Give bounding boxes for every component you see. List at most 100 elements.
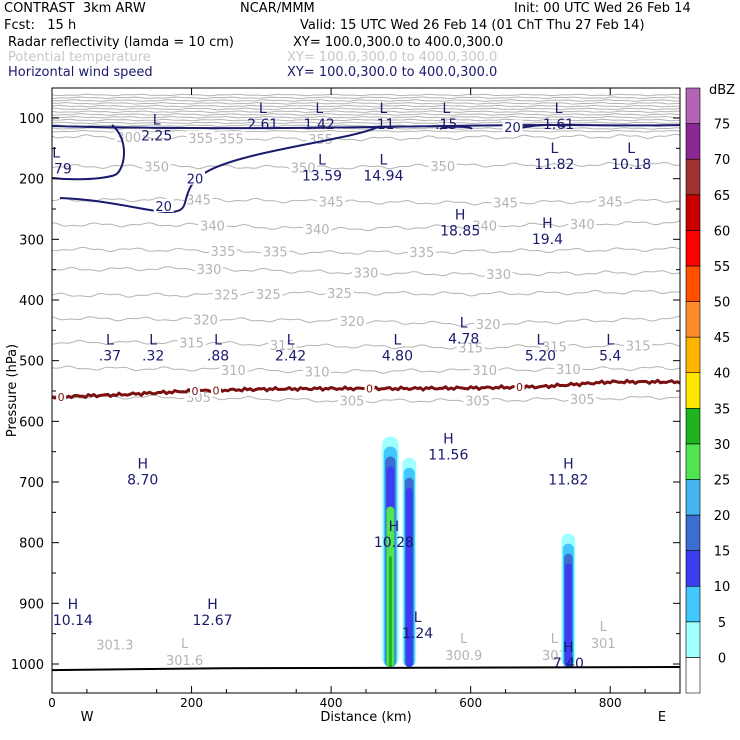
wind-extremum-value: 10.28	[374, 535, 414, 551]
wind-extremum-mark: H	[455, 208, 466, 224]
init-time: Init: 00 UTC Wed 26 Feb 14	[514, 1, 691, 16]
wind-extremum-mark: L	[149, 333, 157, 349]
wind-extremum-mark: H	[389, 519, 400, 535]
theta-label-bg	[470, 363, 499, 377]
wind-extremum-value: 1.42	[304, 117, 335, 133]
colorbar-label: 0	[718, 651, 726, 666]
theta-label-bg	[289, 160, 318, 174]
theta-isentrope-335	[52, 246, 680, 255]
freezing-label-bg	[364, 382, 375, 395]
freezing-level-label: 0	[366, 383, 373, 396]
freezing-level-label: 0	[212, 384, 219, 397]
field1-label: Radar reflectivity (lamda = 10 cm)	[8, 35, 234, 50]
wind-extremum-mark: H	[563, 456, 574, 472]
wind-extremum-value: 18.85	[440, 224, 480, 240]
colorbar-swatch	[685, 550, 701, 587]
theta-label: 310	[305, 365, 330, 380]
wind-contour-label: 20	[504, 121, 521, 136]
y-tick-label: 1000	[11, 658, 44, 673]
valid-time: Valid: 15 UTC Wed 26 Feb 14 (01 ChT Thu …	[300, 18, 645, 33]
wind-extremum-value: 5.4	[599, 349, 621, 365]
colorbar-swatch	[685, 123, 701, 160]
wind-extremum-mark: L	[153, 112, 161, 128]
freezing-label-bg	[190, 384, 201, 397]
wind-label-bg	[153, 198, 174, 212]
wind-contour-label: 20	[187, 173, 204, 188]
x-tick-label: 800	[599, 696, 622, 710]
theta-label: 325	[214, 289, 239, 304]
wind-extremum-value: 11.56	[428, 447, 468, 463]
wind-extremum-mark: L	[442, 101, 450, 117]
theta-label: 340	[305, 223, 330, 238]
wind-contour-label: 20	[155, 200, 172, 215]
theta-isentrope-325	[52, 289, 680, 298]
theta-upper-isentrope	[52, 93, 680, 97]
colorbar-swatch	[685, 621, 701, 658]
colorbar-label: 25	[714, 473, 731, 488]
wind-extremum-value: 4.80	[382, 349, 413, 365]
wind-extremum-value: 2.25	[141, 128, 172, 144]
colorbar-swatch	[685, 407, 701, 445]
theta-label-bg	[208, 243, 237, 257]
colorbar-swatch	[685, 443, 701, 480]
colorbar-label: 50	[714, 296, 731, 311]
theta-label: 350	[430, 160, 455, 175]
wind-extremum-mark: L	[106, 333, 114, 349]
theta-label-bg	[338, 393, 367, 407]
wind-extremum-value: 2.42	[275, 349, 306, 365]
wind-extremum-mark: L	[318, 152, 326, 168]
theta-label: 335	[211, 245, 236, 260]
theta-label-bg	[554, 362, 583, 376]
theta-label: 305	[340, 395, 365, 410]
wind-extremum-value: 13.59	[302, 168, 342, 184]
theta-label: 310	[556, 363, 581, 378]
reflectivity-band	[405, 487, 413, 668]
theta-label-bg	[186, 131, 215, 145]
theta-upper-isentrope	[52, 107, 680, 111]
theta-label-bg	[456, 340, 485, 354]
theta-label: 305	[465, 395, 490, 410]
y-tick-label: 600	[19, 415, 44, 430]
theta-upper-isentrope	[52, 115, 680, 119]
y-tick-label: 300	[19, 233, 44, 248]
colorbar-swatch	[685, 230, 701, 267]
y-axis-label: Pressure (hPa)	[5, 344, 20, 437]
theta-label-bg	[261, 244, 290, 258]
wind-extremum-mark: L	[259, 101, 267, 117]
theta-low-label: 300.9	[445, 649, 482, 664]
reflectivity-core-inner	[388, 556, 392, 668]
colorbar-label: 30	[714, 438, 731, 453]
wind-extremum-mark: H	[137, 456, 148, 472]
theta-label: 320	[193, 314, 218, 329]
theta-upper-isentrope	[52, 118, 680, 122]
theta-upper-isentrope	[52, 101, 680, 105]
theta-upper-isentrope	[52, 96, 680, 100]
theta-label-bg	[303, 222, 332, 236]
theta-label: 310	[472, 364, 497, 379]
theta-label-bg	[191, 312, 220, 326]
theta-label: 345	[493, 197, 518, 212]
theta-label: 330	[197, 263, 222, 278]
theta-label: 335	[263, 246, 288, 261]
colorbar-label: 40	[714, 367, 731, 382]
wind-extremum-value: .32	[142, 349, 164, 365]
theta-upper-isentrope	[52, 99, 680, 102]
wind-extremum-value: .15	[435, 117, 457, 133]
freezing-label-bg	[514, 381, 525, 394]
wind-extremum-value: .37	[99, 349, 121, 365]
x-tick-label: 400	[320, 696, 343, 710]
theta-label: 335	[409, 246, 434, 261]
wind-extremum-value: 2.61	[247, 117, 278, 133]
y-tick-label: 700	[19, 476, 44, 491]
colorbar-swatch	[685, 657, 701, 694]
theta-label: 345	[186, 193, 211, 208]
wind-extremum-value: 1.24	[402, 626, 433, 642]
y-tick-label: 900	[19, 597, 44, 612]
wind-extremum-value: .88	[207, 349, 229, 365]
wind-extremum-mark: L	[537, 333, 545, 349]
x-tick-label: 0	[48, 696, 56, 710]
wind-extremum-value: 14.94	[363, 168, 403, 184]
theta-low-label: 301	[542, 649, 567, 664]
wind-extremum-value: 11.82	[534, 157, 574, 173]
theta-label-bg	[317, 194, 346, 208]
